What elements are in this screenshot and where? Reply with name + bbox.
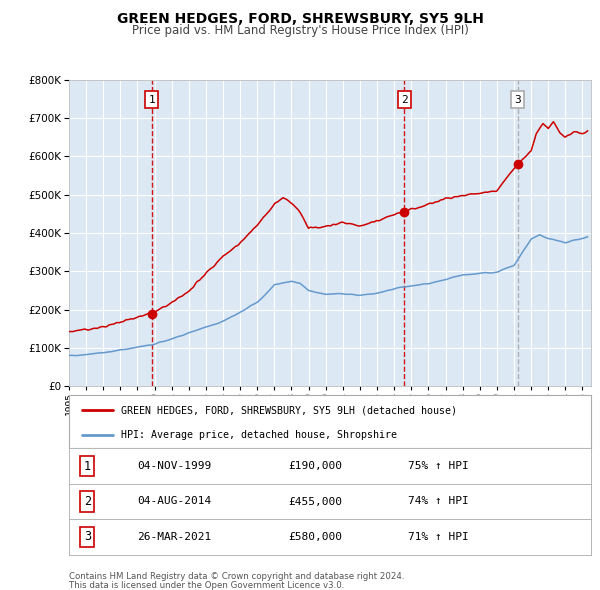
Text: 75% ↑ HPI: 75% ↑ HPI: [409, 461, 469, 471]
Text: HPI: Average price, detached house, Shropshire: HPI: Average price, detached house, Shro…: [121, 430, 397, 440]
Text: 2: 2: [84, 495, 91, 508]
Text: 3: 3: [515, 94, 521, 104]
Text: £455,000: £455,000: [288, 497, 342, 506]
Text: 74% ↑ HPI: 74% ↑ HPI: [409, 497, 469, 506]
Text: 71% ↑ HPI: 71% ↑ HPI: [409, 532, 469, 542]
Text: GREEN HEDGES, FORD, SHREWSBURY, SY5 9LH: GREEN HEDGES, FORD, SHREWSBURY, SY5 9LH: [116, 12, 484, 26]
Text: £580,000: £580,000: [288, 532, 342, 542]
Text: 3: 3: [84, 530, 91, 543]
Text: 26-MAR-2021: 26-MAR-2021: [137, 532, 211, 542]
Text: 1: 1: [148, 94, 155, 104]
Text: GREEN HEDGES, FORD, SHREWSBURY, SY5 9LH (detached house): GREEN HEDGES, FORD, SHREWSBURY, SY5 9LH …: [121, 405, 457, 415]
Text: 1: 1: [84, 460, 91, 473]
Text: Contains HM Land Registry data © Crown copyright and database right 2024.: Contains HM Land Registry data © Crown c…: [69, 572, 404, 581]
Text: 2: 2: [401, 94, 407, 104]
Text: 04-NOV-1999: 04-NOV-1999: [137, 461, 211, 471]
Text: £190,000: £190,000: [288, 461, 342, 471]
Text: This data is licensed under the Open Government Licence v3.0.: This data is licensed under the Open Gov…: [69, 581, 344, 590]
Text: Price paid vs. HM Land Registry's House Price Index (HPI): Price paid vs. HM Land Registry's House …: [131, 24, 469, 37]
Text: 04-AUG-2014: 04-AUG-2014: [137, 497, 211, 506]
